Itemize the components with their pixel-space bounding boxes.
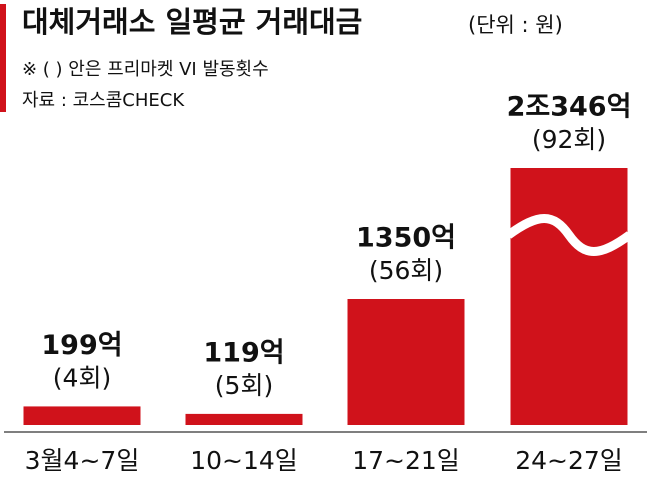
- accent-bar: [0, 4, 6, 112]
- unit-note: (단위 : 원): [468, 13, 563, 37]
- value-label: 2조346억: [507, 92, 632, 123]
- x-tick-label: 17~21일: [352, 446, 460, 475]
- x-tick-label: 3월4~7일: [25, 446, 140, 475]
- value-label: 199억: [41, 330, 122, 361]
- note: ※ ( ) 안은 프리마켓 VI 발동횟수: [22, 59, 269, 80]
- bar: [185, 413, 303, 425]
- source: 자료 : 코스콤CHECK: [22, 90, 185, 111]
- bar: [510, 168, 628, 425]
- count-label: (92회): [532, 125, 606, 154]
- axis-break: [505, 214, 633, 256]
- chart-title: 대체거래소 일평균 거래대금: [22, 5, 362, 39]
- bar: [347, 299, 465, 425]
- count-label: (56회): [369, 256, 443, 285]
- value-label: 119억: [203, 337, 284, 368]
- bar: [23, 406, 141, 425]
- x-tick-label: 10~14일: [190, 446, 298, 475]
- count-label: (4회): [53, 363, 111, 392]
- x-tick-label: 24~27일: [515, 446, 623, 475]
- value-label: 1350억: [356, 223, 456, 254]
- count-label: (5회): [215, 371, 273, 400]
